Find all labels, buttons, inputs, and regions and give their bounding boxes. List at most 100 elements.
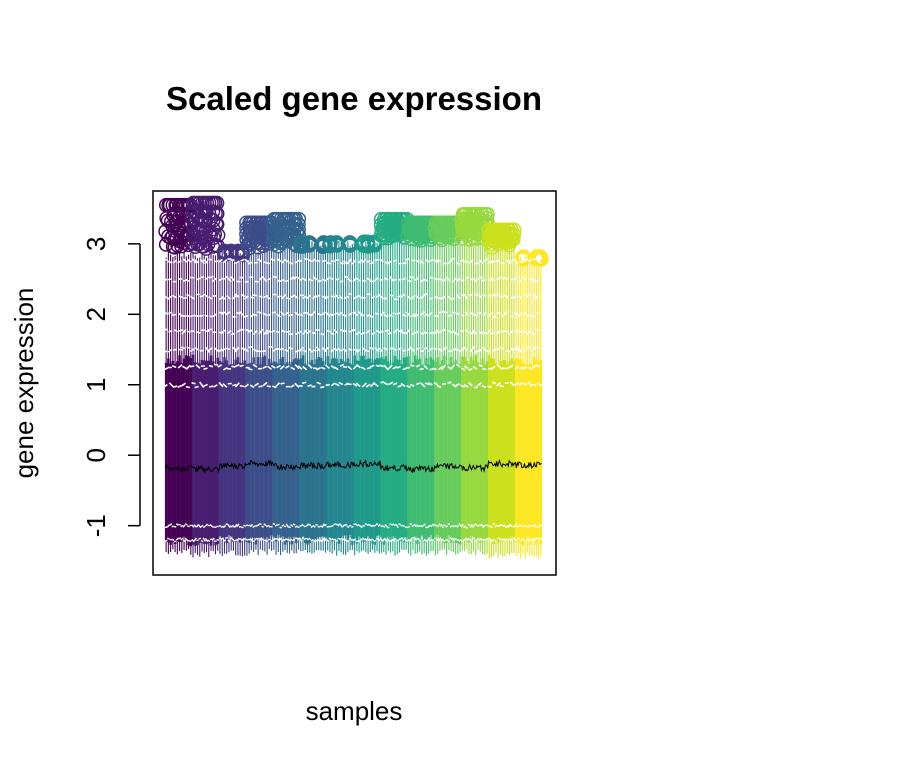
box (324, 365, 327, 538)
texture-mark (508, 260, 514, 264)
box (362, 355, 365, 542)
texture-mark (369, 364, 375, 368)
texture-mark (392, 328, 399, 334)
texture-mark (361, 347, 367, 352)
texture-mark (281, 329, 286, 333)
texture-mark (347, 278, 353, 283)
box (449, 357, 453, 543)
texture-mark (428, 346, 434, 352)
texture-mark (172, 259, 178, 264)
texture-mark (235, 311, 241, 315)
texture-mark (507, 523, 512, 528)
texture-mark (413, 523, 417, 528)
texture-mark (366, 277, 371, 281)
texture-mark (454, 525, 457, 528)
texture-mark (335, 523, 338, 526)
texture-mark (374, 347, 380, 353)
texture-mark (387, 260, 393, 265)
texture-mark (221, 347, 227, 352)
texture-mark (373, 382, 379, 388)
box (413, 355, 417, 537)
texture-mark (499, 384, 505, 388)
texture-mark (352, 295, 358, 300)
texture-mark (334, 278, 340, 281)
texture-mark (323, 523, 327, 527)
texture-mark (521, 525, 525, 528)
texture-mark (472, 312, 479, 318)
texture-mark (203, 383, 208, 388)
texture-mark (419, 311, 426, 316)
texture-mark (371, 538, 375, 542)
box (357, 360, 361, 537)
box (236, 357, 240, 540)
texture-mark (182, 539, 186, 543)
texture-mark (499, 346, 505, 350)
texture-mark (166, 524, 171, 528)
texture-mark (186, 293, 191, 298)
texture-mark (216, 525, 220, 528)
texture-mark (438, 278, 443, 281)
box (268, 358, 271, 543)
box (389, 364, 392, 540)
texture-mark (334, 312, 339, 316)
texture-mark (230, 332, 236, 336)
texture-mark (226, 295, 232, 300)
texture-mark (252, 525, 256, 528)
texture-mark (221, 295, 227, 301)
y-tick-label: 3 (81, 237, 111, 251)
texture-mark (227, 539, 231, 543)
sample-group-14 (513, 249, 549, 559)
texture-mark (369, 280, 374, 283)
texture-mark (207, 539, 211, 543)
texture-mark (326, 261, 331, 265)
texture-mark (458, 539, 462, 542)
texture-mark (517, 279, 523, 283)
box (364, 359, 368, 539)
box (519, 359, 522, 545)
texture-mark (172, 313, 177, 316)
texture-mark (501, 524, 505, 527)
y-tick-label: -1 (81, 514, 111, 537)
box (539, 359, 543, 545)
texture-mark (456, 525, 460, 528)
texture-mark (220, 537, 224, 541)
box (512, 361, 516, 542)
texture-mark (360, 332, 366, 336)
texture-mark (378, 347, 384, 353)
texture-mark (423, 331, 429, 335)
box (371, 362, 374, 544)
texture-mark (244, 383, 249, 388)
texture-mark (239, 311, 245, 317)
texture-mark (164, 366, 169, 371)
texture-mark (178, 295, 183, 299)
texture-mark (361, 258, 367, 264)
texture-mark (365, 259, 371, 264)
texture-mark (504, 277, 509, 280)
texture-mark (357, 539, 361, 543)
box (355, 360, 359, 544)
texture-mark (212, 277, 217, 282)
texture-mark (419, 368, 424, 371)
texture-mark (344, 523, 348, 527)
texture-mark (311, 258, 317, 263)
box (407, 356, 410, 543)
sample-group-13 (481, 222, 522, 559)
texture-mark (357, 523, 361, 527)
sample-group-5 (266, 211, 307, 556)
box (479, 365, 482, 543)
box (434, 361, 437, 541)
texture-mark (233, 523, 238, 528)
texture-mark (162, 383, 168, 389)
median-trace-line (164, 459, 542, 474)
texture-mark (164, 526, 168, 529)
texture-mark (468, 311, 474, 316)
outlier-point (209, 195, 225, 211)
texture-mark (173, 328, 179, 333)
texture-mark (306, 330, 312, 334)
box (328, 363, 332, 540)
box (454, 360, 457, 544)
box (456, 363, 460, 544)
texture-mark (298, 259, 303, 262)
texture-mark (182, 524, 186, 528)
texture-mark (500, 330, 506, 333)
